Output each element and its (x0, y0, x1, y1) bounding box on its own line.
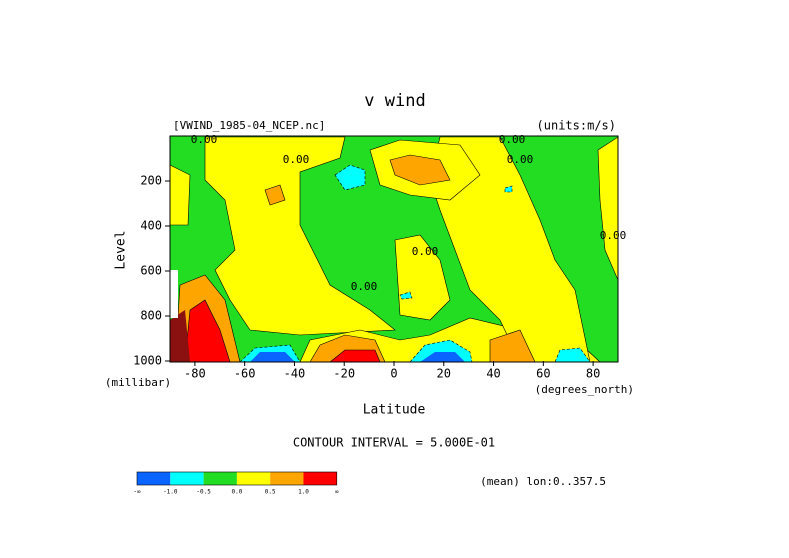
y-tick-label: 400 (140, 219, 162, 233)
missing-data (170, 270, 178, 318)
cyan-regions (239, 164, 591, 363)
colorbar-label: 1.0 (298, 489, 309, 496)
colorbar-swatch (137, 472, 171, 485)
contour-label: 0.00 (191, 133, 218, 146)
colorbar-frame (136, 471, 338, 486)
colorbar-swatch (236, 472, 271, 485)
y-tick-label: 600 (140, 264, 162, 278)
y-unit-label: (millibar) (105, 376, 171, 389)
x-tick-label: 20 (437, 367, 451, 381)
chart-title: v wind (364, 91, 425, 111)
contour-interval: CONTOUR INTERVAL = 5.000E-01 (293, 436, 495, 450)
x-unit-label: (degrees_north) (535, 383, 634, 396)
x-tick-label: -40 (284, 367, 306, 381)
y-tick-label: 200 (140, 174, 162, 188)
y-axis-label: Level (114, 230, 129, 269)
y-tick-label: 800 (140, 309, 162, 323)
contour-label: 0.00 (351, 280, 378, 293)
file-label: [VWIND_1985-04_NCEP.nc] (173, 119, 325, 132)
x-tick-label: 0 (390, 367, 397, 381)
contour-label: 0.00 (412, 245, 439, 258)
x-tick-label: 60 (536, 367, 550, 381)
x-tick-label: -20 (333, 367, 355, 381)
units-label: (units:m/s) (537, 119, 616, 133)
colorbar-label: 0.5 (265, 489, 276, 496)
colorbar-label: ∞ (335, 489, 339, 496)
x-tick-label: -80 (184, 367, 206, 381)
contour-label: 0.00 (499, 133, 526, 146)
colorbar-swatch (203, 472, 237, 485)
dark-red-region (170, 310, 190, 362)
red-regions (184, 299, 381, 363)
contour-field (169, 135, 619, 363)
contour-label: 0.00 (600, 229, 627, 242)
contour-label: 0.00 (507, 153, 534, 166)
blue-regions (250, 352, 465, 362)
y-tick-label: 1000 (133, 354, 162, 368)
x-tick-label: 80 (586, 367, 600, 381)
colorbar-swatch (270, 472, 304, 485)
colorbar-label: -∞ (133, 489, 141, 496)
x-tick-label: 40 (486, 367, 500, 381)
colorbar-swatch (303, 472, 337, 485)
x-axis-label: Latitude (363, 403, 426, 418)
colorbar-label: -0.5 (196, 489, 211, 496)
colorbar-label: -1.0 (163, 489, 178, 496)
x-tick-label: -60 (234, 367, 256, 381)
contour-label: 0.00 (283, 153, 310, 166)
colorbar-label: 0.0 (231, 489, 242, 496)
footer: (mean) lon:0..357.5 (480, 475, 606, 488)
colorbar-swatch (170, 472, 204, 485)
